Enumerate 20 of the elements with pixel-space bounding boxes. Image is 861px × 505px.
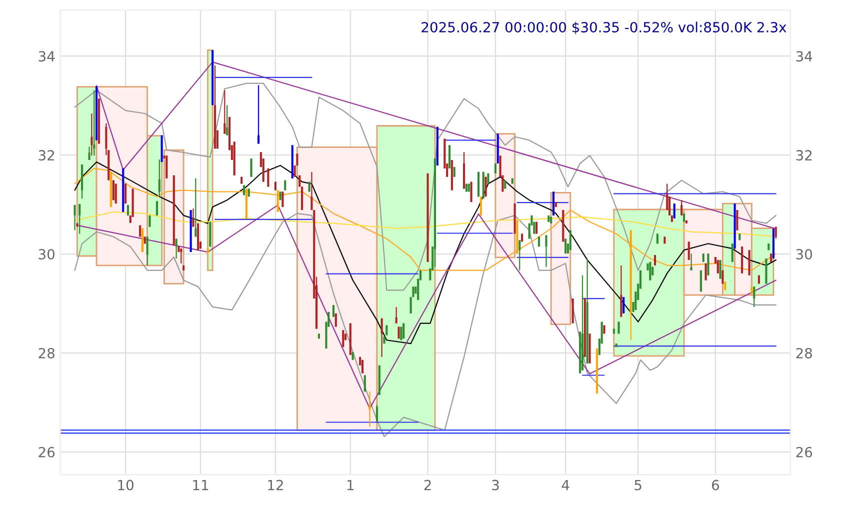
y2-tick-label: 32 — [796, 150, 812, 161]
y2-tick-label: 30 — [796, 248, 812, 260]
y-tick-label: 30 — [38, 248, 54, 260]
x-tick-label: 3 — [492, 480, 499, 490]
x-tick-label: 6 — [712, 480, 719, 490]
y-tick-label: 32 — [38, 150, 54, 161]
y-tick-label: 28 — [38, 348, 54, 358]
y2-tick-label: 28 — [796, 348, 812, 358]
x-tick-label: 2 — [424, 480, 431, 490]
y2-tick-label: 26 — [796, 446, 812, 458]
y-tick-label: 26 — [38, 446, 55, 458]
y2-tick-label: 34 — [796, 51, 812, 62]
x-tick-label: 1 — [347, 480, 354, 490]
x-tick-label: 10 — [118, 480, 134, 490]
x-tick-label: 4 — [562, 480, 570, 490]
x-tick-label: 12 — [268, 480, 283, 490]
y-tick-label: 34 — [38, 51, 55, 62]
text: 2025.06.27 00:00:00 $30.35 -0.52% vol:850.0K 2.3x — [422, 22, 786, 34]
x-tick-label: 11 — [193, 480, 208, 490]
x-tick-label: 5 — [634, 480, 642, 490]
